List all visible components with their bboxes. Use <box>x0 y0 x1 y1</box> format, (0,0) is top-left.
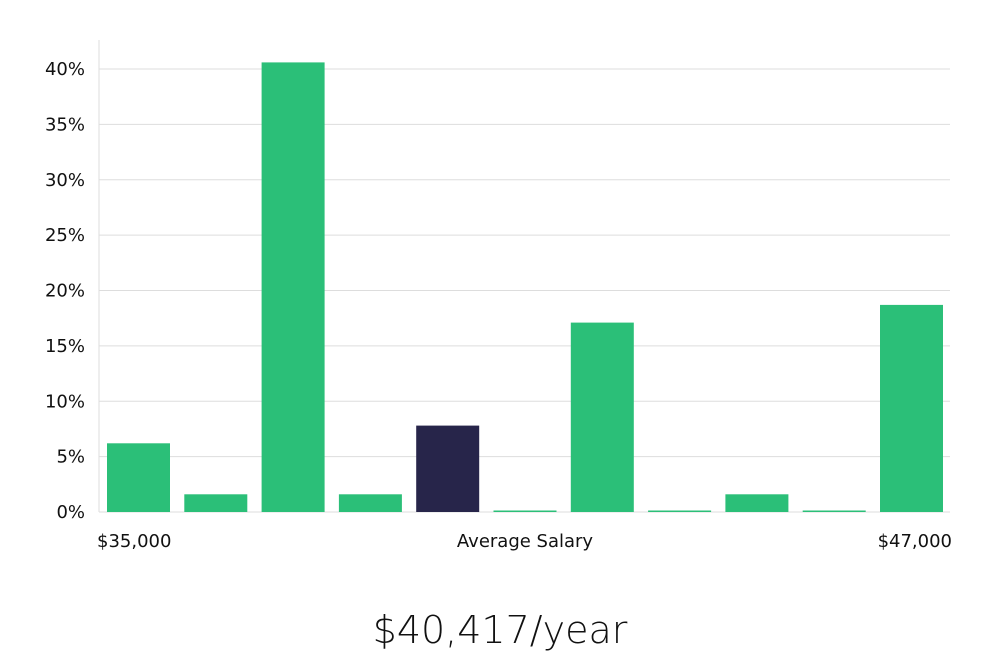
y-tick-label: 0% <box>56 502 85 523</box>
bar <box>493 510 557 512</box>
y-tick-label: 35% <box>45 114 85 135</box>
x-label-max: $47,000 <box>878 531 952 552</box>
y-tick-label: 20% <box>45 281 85 302</box>
gridlines <box>99 68 950 513</box>
y-tick-label: 25% <box>45 225 85 246</box>
bar <box>338 494 402 512</box>
bar <box>725 494 789 512</box>
y-tick-label: 30% <box>45 170 85 191</box>
average-salary-figure: $40,417/year <box>372 608 628 652</box>
y-tick-label: 15% <box>45 336 85 357</box>
bar <box>184 494 248 512</box>
x-label-min: $35,000 <box>97 531 171 552</box>
y-tick-label: 10% <box>45 391 85 412</box>
x-label-center: Average Salary <box>457 531 594 552</box>
bar <box>570 322 634 512</box>
y-tick-label: 5% <box>56 447 85 468</box>
bar <box>648 510 712 512</box>
y-tick-label: 40% <box>45 59 85 80</box>
y-tick-labels: 0% 5% 10% 15% 20% 25% 30% 35% 40% <box>45 59 85 523</box>
salary-histogram: 0% 5% 10% 15% 20% 25% 30% 35% 40% $35,000 Averag… <box>45 40 952 552</box>
bars <box>107 62 943 513</box>
bar <box>802 510 866 512</box>
bar-highlighted <box>416 425 480 512</box>
bar <box>880 304 943 512</box>
bar <box>261 62 325 513</box>
bar <box>107 443 170 512</box>
